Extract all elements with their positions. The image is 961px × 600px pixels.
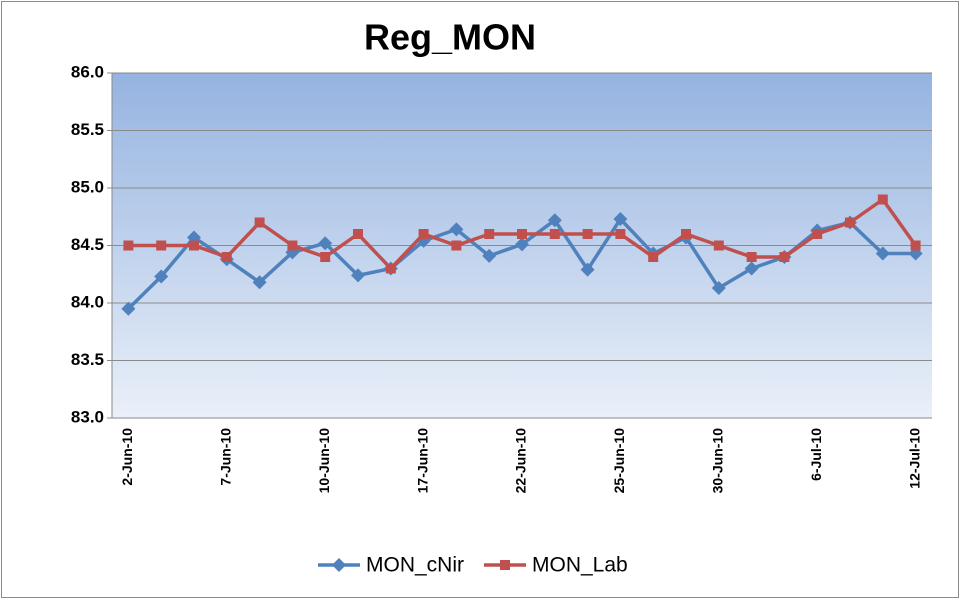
marker — [154, 269, 169, 284]
marker — [318, 236, 333, 251]
marker — [681, 229, 691, 239]
x-tick-label: 10-Jun-10 — [316, 428, 332, 494]
marker — [547, 213, 562, 228]
x-tick-label: 30-Jun-10 — [710, 428, 726, 494]
marker — [484, 229, 495, 239]
marker — [580, 262, 595, 277]
marker — [615, 229, 626, 239]
marker — [121, 301, 136, 316]
x-tick-label: 22-Jun-10 — [513, 428, 529, 494]
y-tick-label: 86.0 — [71, 62, 104, 81]
marker — [482, 248, 497, 263]
y-tick-label: 83.0 — [71, 407, 104, 426]
marker — [254, 217, 265, 228]
marker — [221, 252, 232, 262]
marker — [517, 229, 527, 239]
marker — [353, 229, 363, 239]
marker — [515, 237, 529, 252]
marker — [648, 252, 659, 262]
legend-label: MON_Lab — [532, 554, 628, 577]
legend-label: MON_cNir — [366, 554, 464, 577]
marker — [845, 217, 855, 228]
marker — [449, 222, 464, 237]
x-tick-label: 17-Jun-10 — [414, 428, 430, 494]
y-tick-label: 84.5 — [71, 235, 104, 254]
marker — [746, 252, 757, 262]
marker — [613, 212, 628, 227]
marker — [875, 246, 890, 261]
y-tick-label: 83.5 — [71, 350, 104, 369]
x-tick-label: 2-Jun-10 — [119, 428, 135, 486]
marker — [351, 268, 365, 283]
marker — [713, 240, 724, 251]
marker — [320, 252, 331, 262]
chart-title: Reg_MON — [364, 17, 536, 58]
x-tick-label: 7-Jun-10 — [218, 428, 234, 486]
marker — [744, 261, 759, 276]
marker — [812, 229, 823, 239]
marker — [385, 263, 396, 274]
marker — [549, 229, 560, 239]
legend-marker — [332, 558, 346, 572]
marker — [910, 240, 921, 251]
y-tick-label: 85.0 — [71, 177, 104, 196]
marker — [252, 275, 267, 290]
y-tick-label: 85.5 — [71, 120, 104, 139]
marker — [189, 240, 199, 251]
marker — [123, 240, 134, 251]
x-tick-label: 12-Jul-10 — [906, 428, 922, 489]
legend-marker — [500, 560, 510, 570]
marker — [877, 194, 888, 205]
marker — [418, 229, 429, 239]
marker — [451, 240, 462, 251]
x-tick-label: 6-Jul-10 — [808, 428, 824, 481]
marker — [156, 240, 167, 251]
marker — [582, 229, 593, 239]
y-tick-label: 84.0 — [71, 292, 104, 311]
x-tick-label: 25-Jun-10 — [611, 428, 627, 494]
marker — [779, 252, 790, 262]
marker — [711, 281, 726, 296]
marker — [287, 240, 298, 251]
